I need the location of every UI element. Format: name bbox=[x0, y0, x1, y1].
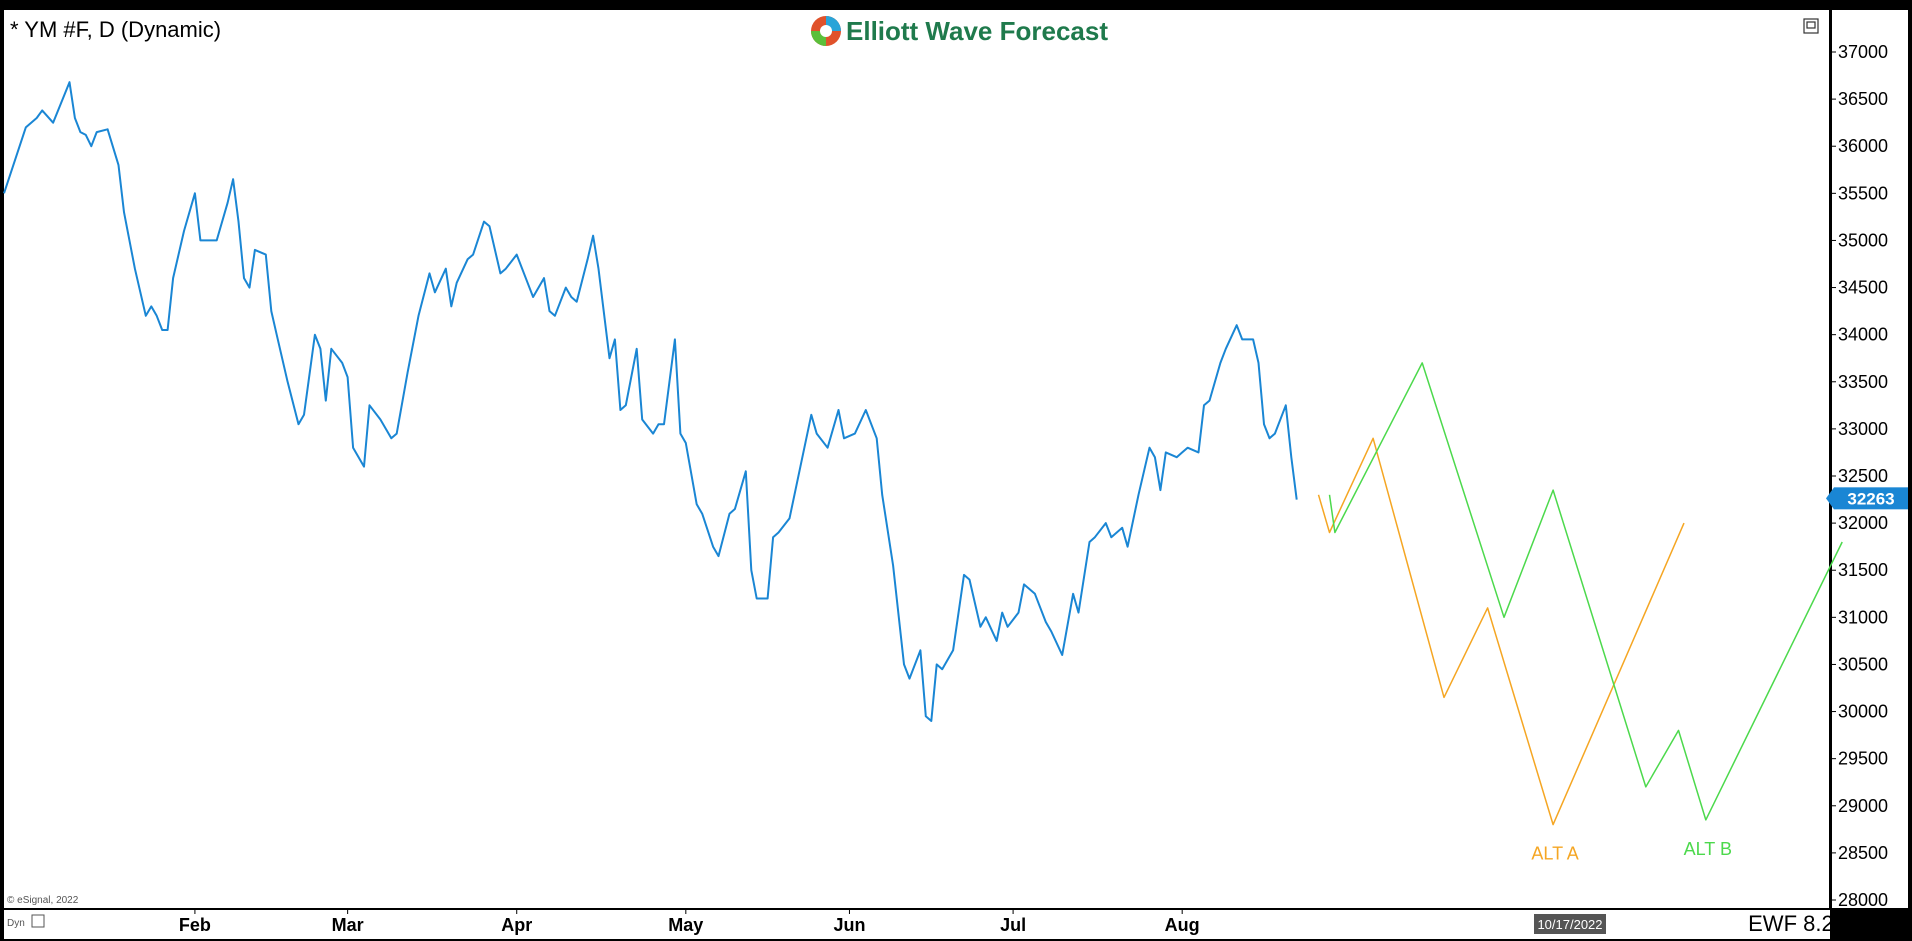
x-tick-label: Aug bbox=[1165, 915, 1200, 935]
symbol-title: * YM #F, D (Dynamic) bbox=[10, 17, 221, 42]
dyn-label: Dyn bbox=[7, 918, 25, 929]
y-axis-ticks: 28000 28500 29000 29500 30000 30500 31000 31500… bbox=[1830, 42, 1888, 910]
date-badge: 10/17/2022 bbox=[1537, 917, 1602, 932]
y-tick-label: 36000 bbox=[1838, 136, 1888, 156]
y-tick-label: 30500 bbox=[1838, 654, 1888, 674]
y-tick-label: 31500 bbox=[1838, 560, 1888, 580]
y-tick-label: 35500 bbox=[1838, 183, 1888, 203]
price-line bbox=[3, 81, 1298, 722]
y-tick-label: 35000 bbox=[1838, 230, 1888, 250]
projection-line-2 bbox=[1328, 362, 1843, 821]
y-tick-label: 33500 bbox=[1838, 372, 1888, 392]
y-tick-label: 34500 bbox=[1838, 278, 1888, 298]
series-label: ALT A bbox=[1531, 844, 1578, 864]
y-tick-label: 29000 bbox=[1838, 796, 1888, 816]
last-price-badge: 32263 bbox=[1826, 487, 1908, 510]
series-group: ALT A ALT B bbox=[3, 81, 1843, 864]
series-label: ALT B bbox=[1684, 839, 1732, 859]
y-tick-label: 32000 bbox=[1838, 513, 1888, 533]
x-axis-panel bbox=[4, 910, 1830, 939]
y-tick-label: 32500 bbox=[1838, 466, 1888, 486]
y-tick-label: 36500 bbox=[1838, 89, 1888, 109]
logo: Elliott Wave Forecast bbox=[811, 16, 1108, 46]
dyn-control[interactable]: Dyn bbox=[7, 914, 45, 929]
y-tick-label: 31000 bbox=[1838, 607, 1888, 627]
ewf-stamp: EWF 8.26.2022 bbox=[1748, 911, 1901, 936]
dyn-toggle-icon[interactable] bbox=[31, 914, 45, 928]
x-tick-label: May bbox=[668, 915, 703, 935]
y-tick-label: 28000 bbox=[1838, 890, 1888, 910]
y-tick-label: 28500 bbox=[1838, 843, 1888, 863]
y-tick-label: 30000 bbox=[1838, 702, 1888, 722]
date-badge-bg bbox=[1534, 914, 1606, 934]
y-axis-panel bbox=[1832, 10, 1908, 908]
x-tick-label: Jul bbox=[1000, 915, 1026, 935]
y-tick-label: 29500 bbox=[1838, 749, 1888, 769]
x-tick-label: Apr bbox=[501, 915, 532, 935]
y-tick-label: 37000 bbox=[1838, 42, 1888, 62]
x-tick-label: Mar bbox=[332, 915, 364, 935]
plot-area bbox=[4, 10, 1830, 908]
last-price-label: 32263 bbox=[1847, 489, 1894, 508]
x-tick-label: Jun bbox=[833, 915, 865, 935]
copyright-text: © eSignal, 2022 bbox=[7, 895, 79, 906]
restore-window-icon[interactable] bbox=[1803, 18, 1819, 34]
logo-text: Elliott Wave Forecast bbox=[846, 16, 1108, 46]
y-tick-label: 34000 bbox=[1838, 325, 1888, 345]
projection-line-1 bbox=[1317, 437, 1685, 826]
x-axis-ticks: Feb Mar Apr May Jun Jul Aug bbox=[179, 909, 1200, 935]
y-tick-label: 33000 bbox=[1838, 419, 1888, 439]
x-tick-label: Feb bbox=[179, 915, 211, 935]
